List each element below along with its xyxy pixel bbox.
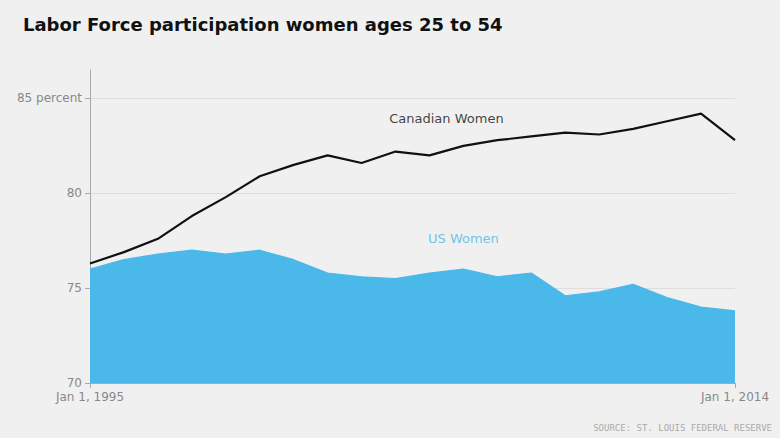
svg-text:Jan 1, 1995: Jan 1, 1995 [55,390,124,404]
svg-text:Canadian Women: Canadian Women [389,111,503,126]
svg-text:75: 75 [67,281,82,295]
svg-text:Labor Force participation wome: Labor Force participation women ages 25 … [23,14,503,35]
svg-text:SOURCE: ST. LOUIS FEDERAL RESE: SOURCE: ST. LOUIS FEDERAL RESERVE [593,423,772,433]
svg-text:85 percent: 85 percent [17,91,82,105]
svg-text:80: 80 [67,186,82,200]
svg-text:US Women: US Women [428,231,499,246]
svg-text:70: 70 [67,376,82,390]
svg-text:Jan 1, 2014: Jan 1, 2014 [700,390,769,404]
